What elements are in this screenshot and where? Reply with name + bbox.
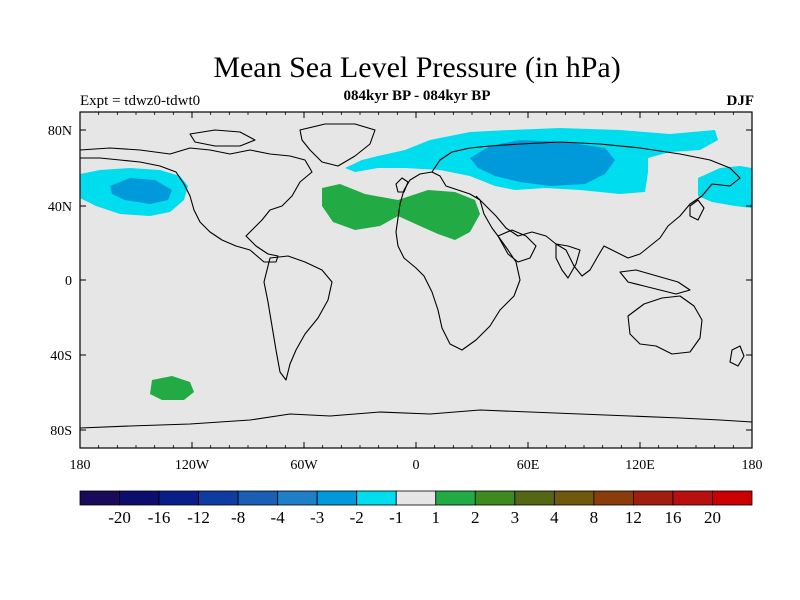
coast-eurasia [431,141,741,277]
colorbar-swatch [633,490,674,506]
colorbar-label: 3 [511,508,520,527]
colorbar-swatch [593,490,634,506]
coast-greenland [299,123,376,167]
colorbar: -20 -16 -12 -8 -4 -3 -2 -1 1 2 3 4 8 12 16 20 [79,490,753,527]
colorbar-label: 16 [664,508,681,527]
coast-se-asia [619,269,691,295]
experiment-label: Expt = tdwz0-tdwt0 [80,93,201,109]
colorbar-swatch [474,490,516,506]
colorbar-swatch [395,490,437,506]
colorbar-label: -1 [389,508,403,527]
colorbar-swatch [119,490,160,506]
coast-antarctica [79,409,753,429]
lon-tick-label: 0 [413,458,420,473]
colorbar-label: -4 [271,508,286,527]
colorbar-swatch [277,490,318,506]
colorbar-swatch [79,490,120,506]
anomaly-fields [80,128,752,400]
colorbar-swatch [553,490,595,506]
coast-australia [627,295,703,355]
map-title: Mean Sea Level Pressure (in hPa) [213,51,621,84]
colorbar-swatch [435,490,476,506]
colorbar-swatch [198,490,239,506]
coast-arctic-islands [189,129,256,147]
map-subtitle: 084kyr BP - 084kyr BP [343,88,491,104]
colorbar-label: -2 [350,508,364,527]
lat-tick-label: 80N [48,124,72,139]
colorbar-label: -8 [231,508,245,527]
coast-india [555,243,581,279]
season-label: DJF [726,93,755,109]
colorbar-swatch [356,490,397,506]
coast-japan [689,199,705,221]
colorbar-swatch [712,490,753,506]
colorbar-swatch [316,490,358,506]
colorbar-label: 2 [471,508,480,527]
anomaly-north-pacific-core [110,178,172,204]
colorbar-label: 12 [625,508,642,527]
lat-tick-label: 80S [50,424,72,439]
lon-tick-label: 120W [175,458,210,473]
lat-tick-label: 0 [65,274,72,289]
anomaly-siberia-core [470,140,615,186]
colorbar-swatch [672,490,713,506]
coast-new-zealand [729,345,745,367]
colorbar-swatch [237,490,279,506]
coast-british-isles [395,177,409,193]
colorbar-label: 20 [704,508,721,527]
lon-tick-label: 180 [742,458,763,473]
latitude-axis: 80N 40N 0 40S 80S [48,124,752,439]
coast-north-america [79,147,313,263]
lon-tick-label: 180 [70,458,91,473]
lon-tick-label: 60E [517,458,540,473]
colorbar-label: -12 [187,508,210,527]
lon-tick-label: 120E [625,458,655,473]
colorbar-swatch [514,490,555,506]
lon-tick-label: 60W [290,458,318,473]
colorbar-label: 4 [550,508,559,527]
longitude-axis: 180 120W 60W 0 60E 120E 180 [70,112,763,473]
coast-arabia [497,229,537,263]
coast-south-america [263,255,333,381]
lat-tick-label: 40N [48,200,72,215]
colorbar-label: 1 [432,508,441,527]
colorbar-label: 8 [590,508,599,527]
anomaly-southern-ocean-high [150,376,194,400]
lat-tick-label: 40S [50,349,72,364]
colorbar-label: -3 [310,508,324,527]
colorbar-label: -20 [108,508,131,527]
colorbar-swatch [158,490,199,506]
colorbar-label: -16 [148,508,171,527]
coastlines [79,123,753,429]
coast-europe-africa [395,171,521,351]
anomaly-atlantic-europe-high [322,184,480,240]
